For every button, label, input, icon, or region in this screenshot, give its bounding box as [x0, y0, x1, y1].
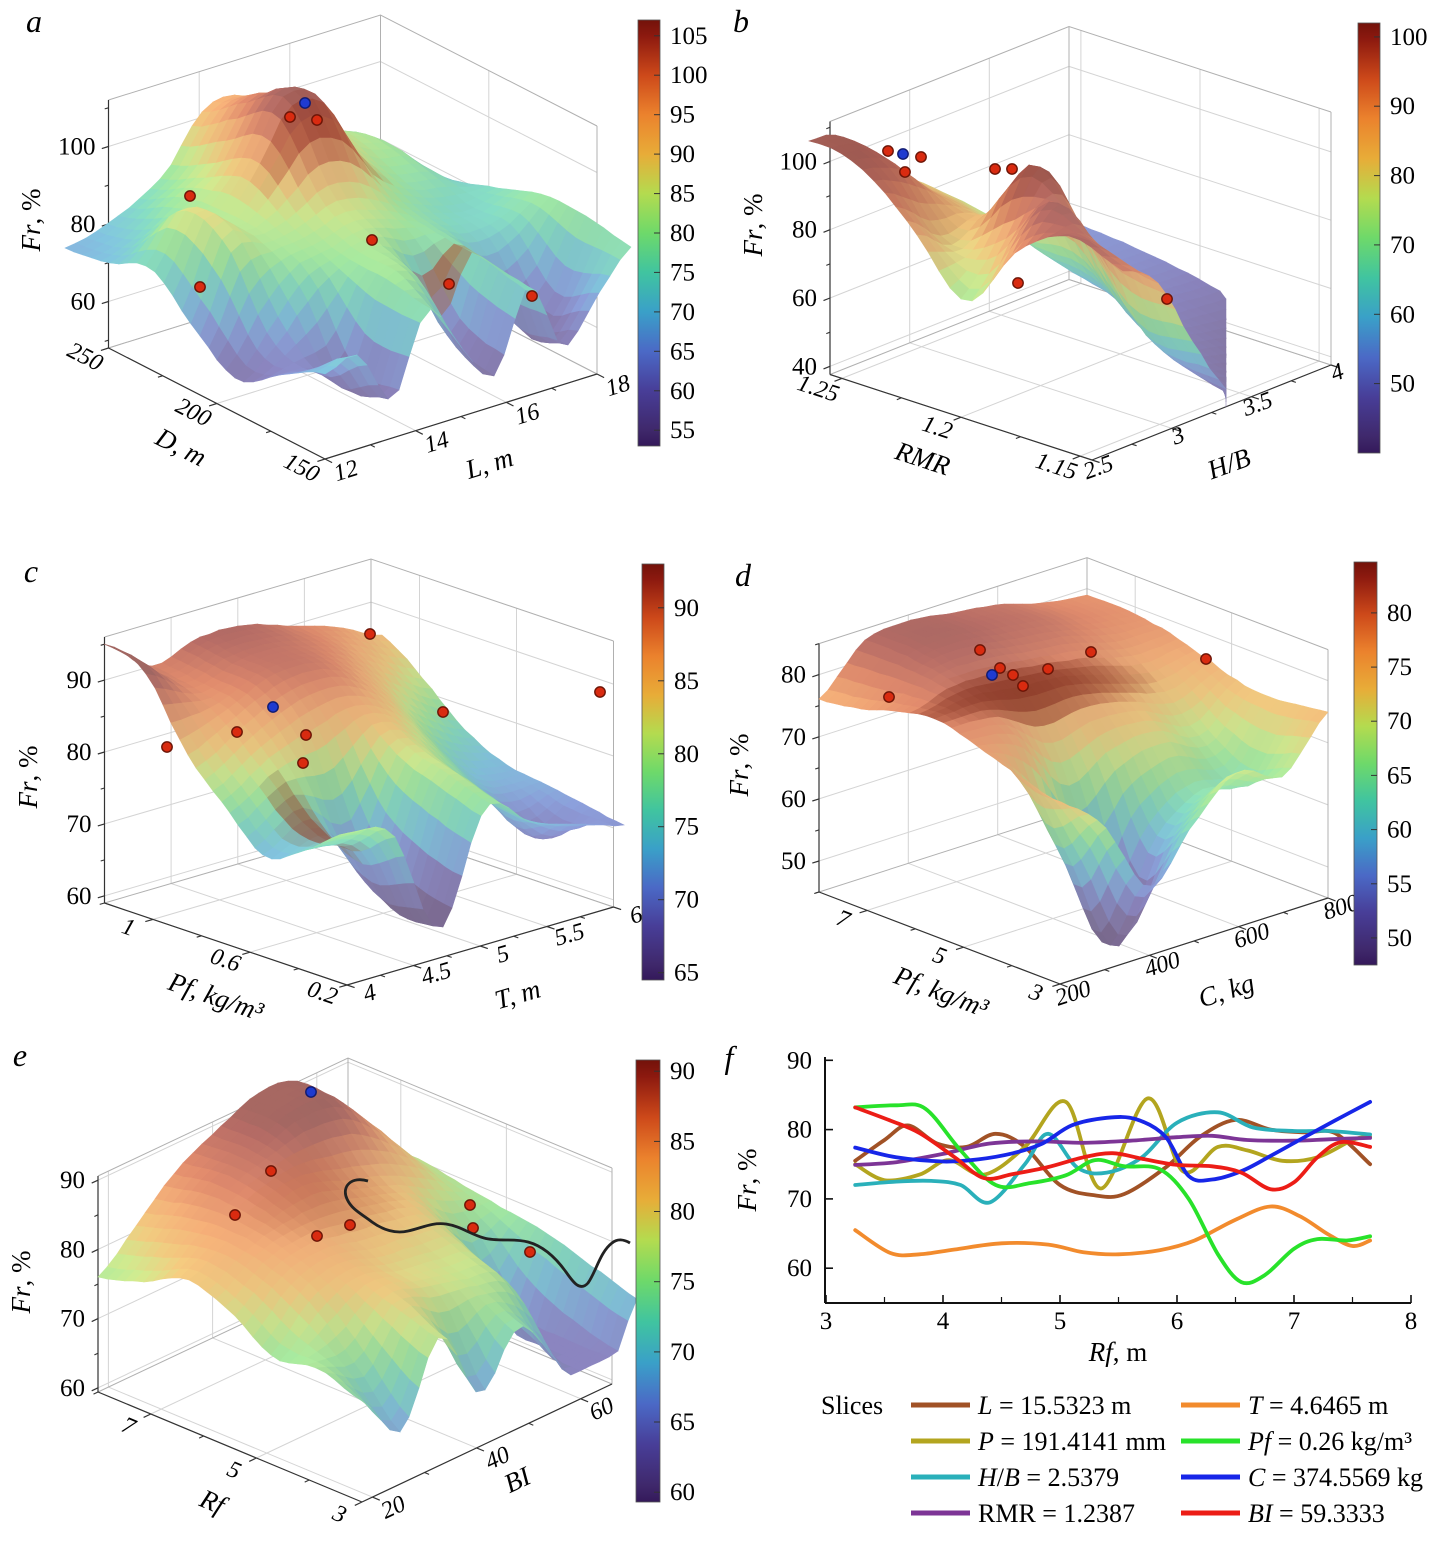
- svg-text:Fr, %: Fr, %: [738, 194, 768, 258]
- svg-text:80: 80: [71, 211, 96, 238]
- svg-text:105: 105: [670, 23, 708, 50]
- svg-text:60: 60: [71, 289, 96, 316]
- svg-text:80: 80: [60, 1236, 85, 1263]
- svg-text:50: 50: [1390, 371, 1415, 398]
- svg-text:60: 60: [60, 1375, 85, 1402]
- svg-text:80: 80: [1387, 600, 1412, 627]
- svg-text:60: 60: [1390, 301, 1415, 328]
- svg-text:70: 70: [67, 811, 92, 838]
- svg-text:8: 8: [1405, 1308, 1418, 1335]
- svg-text:H/B = 2.5379: H/B = 2.5379: [977, 1463, 1119, 1492]
- svg-text:90: 90: [60, 1167, 85, 1194]
- svg-text:P = 191.4141 mm: P = 191.4141 mm: [977, 1427, 1166, 1456]
- svg-text:Fr, %: Fr, %: [16, 189, 46, 253]
- svg-text:100: 100: [780, 148, 818, 175]
- svg-text:55: 55: [670, 417, 695, 444]
- svg-text:T = 4.6465 m: T = 4.6465 m: [1248, 1391, 1388, 1420]
- svg-text:90: 90: [1390, 93, 1415, 120]
- svg-text:90: 90: [670, 141, 695, 168]
- svg-text:Rf, m: Rf, m: [1088, 1337, 1148, 1367]
- svg-text:80: 80: [674, 741, 699, 768]
- svg-text:Fr, %: Fr, %: [732, 1149, 762, 1213]
- svg-text:75: 75: [674, 814, 699, 841]
- svg-text:Pf = 0.26 kg/m³: Pf = 0.26 kg/m³: [1247, 1427, 1412, 1456]
- svg-text:70: 70: [1390, 232, 1415, 259]
- svg-text:55: 55: [1387, 871, 1412, 898]
- svg-text:90: 90: [670, 1058, 695, 1085]
- svg-text:a: a: [26, 3, 42, 39]
- svg-text:d: d: [735, 557, 752, 593]
- svg-text:70: 70: [674, 887, 699, 914]
- svg-text:75: 75: [670, 1269, 695, 1296]
- svg-text:40: 40: [792, 353, 817, 380]
- svg-text:100: 100: [670, 62, 708, 89]
- svg-text:90: 90: [674, 595, 699, 622]
- svg-text:75: 75: [1387, 654, 1412, 681]
- svg-text:85: 85: [674, 668, 699, 695]
- svg-text:b: b: [733, 3, 749, 39]
- svg-text:80: 80: [670, 1199, 695, 1226]
- svg-text:75: 75: [670, 259, 695, 286]
- svg-text:Fr, %: Fr, %: [724, 734, 754, 798]
- svg-text:4: 4: [937, 1308, 950, 1335]
- svg-text:70: 70: [60, 1306, 85, 1333]
- svg-text:Fr, %: Fr, %: [13, 746, 43, 810]
- svg-text:80: 80: [781, 662, 806, 689]
- svg-text:65: 65: [1387, 762, 1412, 789]
- svg-text:c: c: [24, 553, 38, 589]
- svg-text:70: 70: [1387, 708, 1412, 735]
- svg-text:e: e: [13, 1037, 27, 1073]
- svg-text:5: 5: [1054, 1308, 1067, 1335]
- svg-text:90: 90: [787, 1047, 812, 1074]
- svg-text:65: 65: [670, 1409, 695, 1436]
- svg-text:Slices: Slices: [821, 1391, 883, 1420]
- svg-text:60: 60: [792, 285, 817, 312]
- svg-text:L = 15.5323 m: L = 15.5323 m: [977, 1391, 1131, 1420]
- svg-text:70: 70: [781, 724, 806, 751]
- svg-text:60: 60: [670, 1479, 695, 1506]
- svg-text:80: 80: [1390, 163, 1415, 190]
- svg-text:95: 95: [670, 102, 695, 129]
- svg-text:85: 85: [670, 181, 695, 208]
- svg-text:65: 65: [670, 338, 695, 365]
- svg-text:60: 60: [781, 786, 806, 813]
- svg-text:RMR = 1.2387: RMR = 1.2387: [978, 1499, 1135, 1528]
- svg-text:90: 90: [67, 667, 92, 694]
- svg-text:C = 374.5569 kg: C = 374.5569 kg: [1248, 1463, 1423, 1492]
- svg-text:70: 70: [670, 299, 695, 326]
- svg-text:6: 6: [1171, 1308, 1184, 1335]
- svg-text:100: 100: [58, 134, 96, 161]
- svg-text:Fr, %: Fr, %: [6, 1251, 36, 1315]
- svg-text:80: 80: [670, 220, 695, 247]
- svg-text:60: 60: [1387, 817, 1412, 844]
- svg-text:60: 60: [787, 1255, 812, 1282]
- svg-text:60: 60: [67, 883, 92, 910]
- svg-text:50: 50: [781, 848, 806, 875]
- svg-text:7: 7: [1288, 1308, 1301, 1335]
- svg-text:80: 80: [67, 739, 92, 766]
- svg-text:BI = 59.3333: BI = 59.3333: [1248, 1499, 1385, 1528]
- svg-text:50: 50: [1387, 925, 1412, 952]
- svg-text:80: 80: [787, 1117, 812, 1144]
- svg-text:3: 3: [820, 1308, 833, 1335]
- svg-text:70: 70: [670, 1339, 695, 1366]
- svg-text:80: 80: [792, 217, 817, 244]
- svg-text:100: 100: [1390, 24, 1428, 51]
- svg-text:70: 70: [787, 1186, 812, 1213]
- svg-text:85: 85: [670, 1128, 695, 1155]
- svg-text:65: 65: [674, 960, 699, 987]
- svg-text:60: 60: [670, 378, 695, 405]
